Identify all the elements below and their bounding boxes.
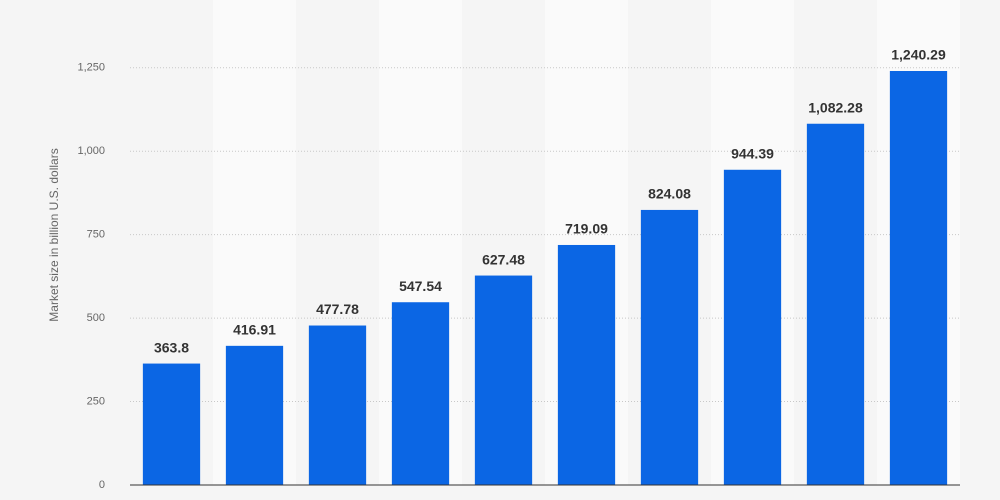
value-label: 944.39 <box>731 145 774 161</box>
y-tick-label: 0 <box>99 479 105 491</box>
y-axis-title: Market size in billion U.S. dollars <box>47 148 61 321</box>
value-label: 477.78 <box>316 301 359 317</box>
y-tick-label: 1,250 <box>77 62 105 74</box>
bar <box>640 209 699 485</box>
y-tick-label: 250 <box>87 395 105 407</box>
bar <box>889 70 948 485</box>
value-label: 627.48 <box>482 251 525 267</box>
bar <box>806 123 865 485</box>
value-label: 416.91 <box>233 322 276 338</box>
value-label: 1,082.28 <box>808 99 863 115</box>
value-label: 824.08 <box>648 186 691 202</box>
bar <box>557 244 616 485</box>
y-tick-label: 1,000 <box>77 145 105 157</box>
value-label: 363.8 <box>154 339 189 355</box>
value-label: 1,240.29 <box>891 47 946 63</box>
value-label: 719.09 <box>565 221 608 237</box>
bar <box>142 363 201 485</box>
bar <box>474 275 533 485</box>
y-tick-label: 750 <box>87 229 105 241</box>
value-label: 547.54 <box>399 278 442 294</box>
bar <box>391 302 450 485</box>
bar <box>308 325 367 485</box>
bar <box>225 345 284 485</box>
y-tick-label: 500 <box>87 312 105 324</box>
bar <box>723 169 782 485</box>
